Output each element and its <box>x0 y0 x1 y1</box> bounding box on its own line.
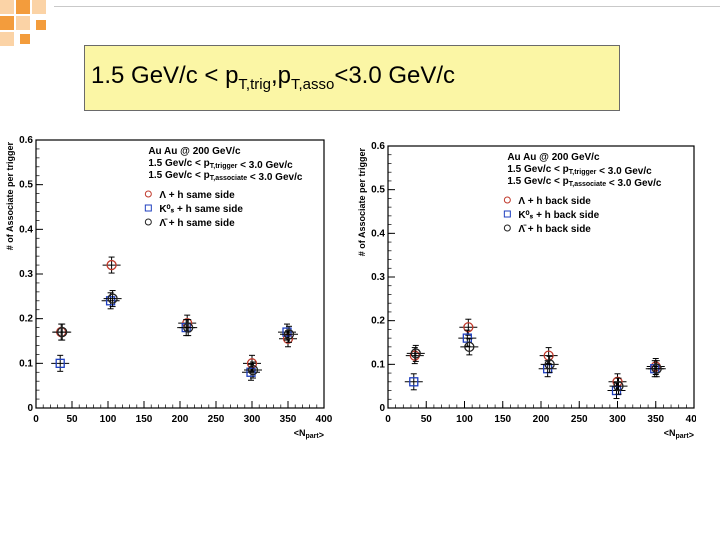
data-point-antilambda <box>410 348 421 359</box>
annotation-energy: Au Au @ 200 GeV/c <box>507 152 600 163</box>
y-axis-title: # of Associate per trigger <box>5 142 15 251</box>
x-tick-label: 300 <box>244 414 261 425</box>
data-point-antilambda <box>107 293 118 304</box>
slide-title-box: 1.5 GeV/c < pT,trig,pT,asso<3.0 GeV/c <box>84 45 620 111</box>
deco-square <box>0 0 14 14</box>
x-tick-label: 350 <box>647 414 664 425</box>
same-side-chart: 0 0.1 0.2 0.3 0.4 0.5 0.6 0 50 100 150 200 250 300 350… <box>5 135 333 440</box>
annotation-associate-range: 1.5 Gev/c < pT,associate < 3.0 Gev/c <box>507 176 662 189</box>
data-point-lambda <box>463 322 474 333</box>
y-tick-label: 0.2 <box>19 314 33 325</box>
data-point-antilambda <box>57 326 68 338</box>
x-tick-label: 100 <box>100 414 117 425</box>
legend-label: Λ + h back side <box>518 196 591 207</box>
annotation-associate-range: 1.5 Gev/c < pT,associate < 3.0 Gev/c <box>148 170 303 183</box>
legend-marker <box>503 224 511 232</box>
legend-label: Λ + h same side <box>159 190 235 201</box>
data-point-k0s <box>105 296 116 306</box>
annotation-trigger-range: 1.5 Gev/c < pT,trigger < 3.0 Gev/c <box>507 164 652 177</box>
y-tick-label: 0.3 <box>19 269 33 280</box>
x-tick-label: 300 <box>609 414 626 425</box>
y-tick-label: 0.1 <box>371 359 385 370</box>
plot-frame <box>35 139 325 409</box>
deco-square <box>0 16 14 30</box>
legend-marker <box>503 196 511 204</box>
legend-label: K⁰ₛ + h same side <box>159 204 243 215</box>
deco-square <box>36 20 46 30</box>
annotation-trigger-range: 1.5 Gev/c < pT,trigger < 3.0 Gev/c <box>148 158 293 171</box>
y-tick-label: 0.4 <box>371 228 385 239</box>
x-tick-label: 150 <box>136 414 153 425</box>
data-point-antilambda <box>651 363 662 374</box>
y-tick-label: 0.6 <box>19 135 33 146</box>
data-point-antilambda <box>183 322 194 333</box>
x-axis-title: <Npart> <box>294 428 324 440</box>
data-point-k0s <box>409 377 419 387</box>
deco-square <box>20 34 30 44</box>
data-point-antilambda <box>464 341 475 353</box>
back-side-chart: 0 0.1 0.2 0.3 0.4 0.5 0.6 0 50 100 150 200 250 300 350… <box>357 141 696 440</box>
y-tick-label: 0.6 <box>371 141 385 152</box>
deco-square <box>0 32 14 46</box>
x-tick-label: 100 <box>456 414 473 425</box>
y-tick-label: 0.1 <box>19 358 33 369</box>
data-point-lambda <box>106 259 117 271</box>
x-tick-label: 250 <box>208 414 225 425</box>
x-tick-label: 0 <box>33 414 39 425</box>
x-tick-label: 400 <box>316 414 333 425</box>
x-tick-label: 350 <box>280 414 297 425</box>
x-tick-label: 50 <box>421 414 433 425</box>
data-point-antilambda <box>247 364 259 376</box>
data-point-k0s <box>246 367 256 377</box>
y-tick-label: 0 <box>379 403 385 414</box>
x-tick-label: 400 <box>686 414 696 425</box>
data-point-antilambda <box>613 381 624 392</box>
y-tick-label: 0.5 <box>19 180 33 191</box>
x-tick-label: 0 <box>385 414 391 425</box>
y-tick-label: 0.3 <box>371 272 385 283</box>
legend-marker <box>144 204 152 212</box>
legend-label: Λ̄ + h same side <box>159 218 235 229</box>
x-axis-title: <Npart> <box>664 428 694 440</box>
legend-marker <box>144 218 152 226</box>
x-tick-label: 50 <box>66 414 78 425</box>
data-point-k0s <box>55 358 65 368</box>
data-point-antilambda <box>283 329 295 340</box>
legend-marker <box>144 190 152 198</box>
y-tick-label: 0.5 <box>371 185 385 196</box>
x-tick-label: 200 <box>172 414 189 425</box>
x-tick-label: 200 <box>533 414 550 425</box>
annotation-energy: Au Au @ 200 GeV/c <box>148 146 241 157</box>
x-tick-label: 150 <box>494 414 511 425</box>
legend-label: Λ̄ + h back side <box>518 224 591 235</box>
deco-square <box>32 0 46 14</box>
deco-square <box>16 16 30 30</box>
slide-title: 1.5 GeV/c < pT,trig,pT,asso<3.0 GeV/c <box>91 62 456 93</box>
data-point-k0s <box>282 327 292 337</box>
data-point-antilambda <box>544 359 555 370</box>
y-axis-title: # of Associate per trigger <box>357 148 367 257</box>
legend-marker <box>503 210 511 218</box>
legend-label: K⁰ₛ + h back side <box>518 210 599 221</box>
y-tick-label: 0.2 <box>371 316 385 327</box>
y-tick-label: 0 <box>27 403 33 414</box>
title-divider-line <box>54 6 720 7</box>
x-tick-label: 250 <box>571 414 588 425</box>
y-tick-label: 0.4 <box>19 224 33 235</box>
deco-square <box>16 0 30 14</box>
